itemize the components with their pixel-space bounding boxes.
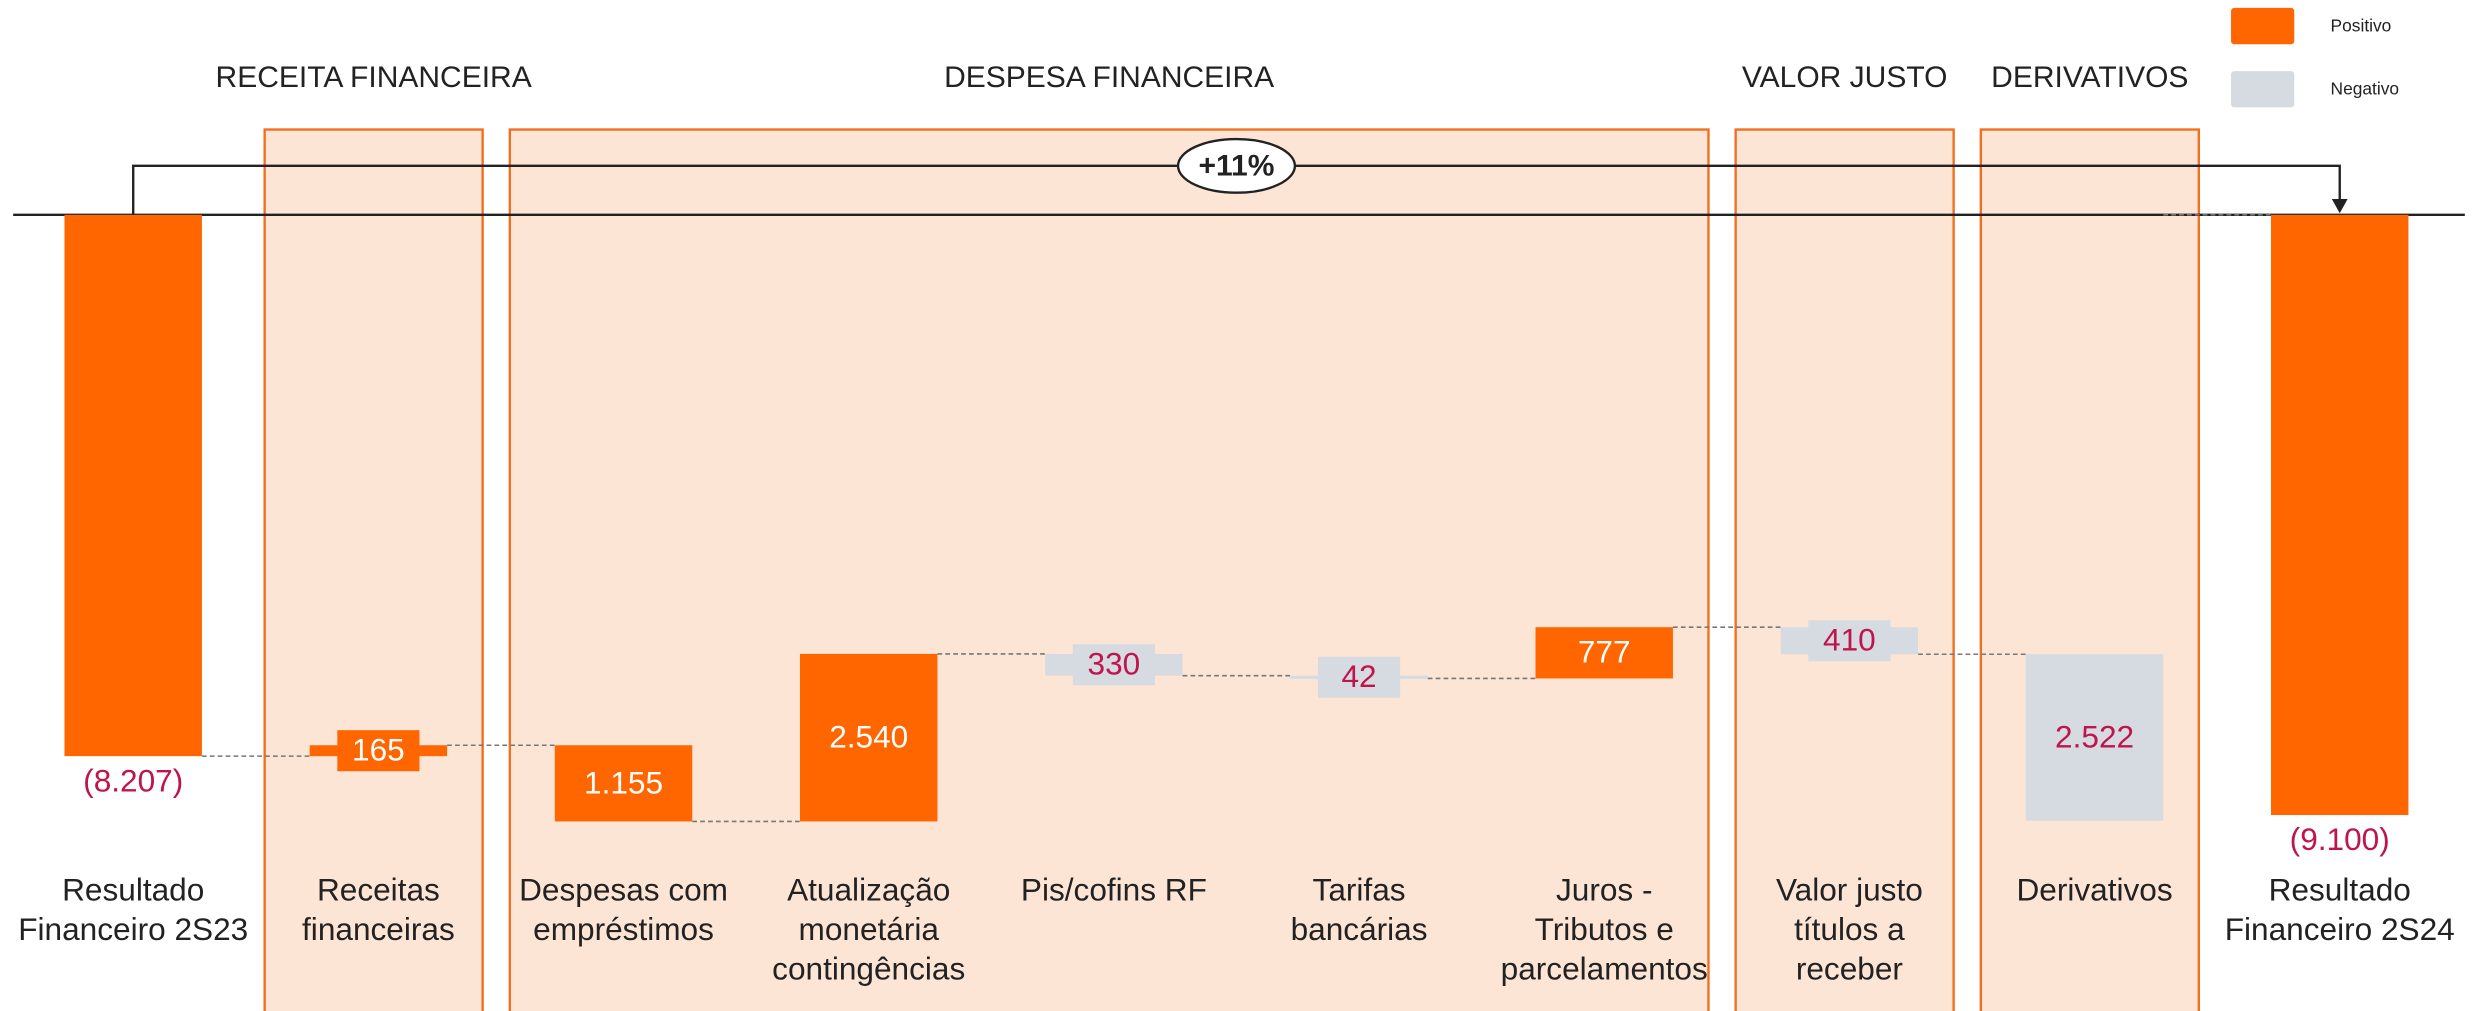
group-label: VALOR JUSTO (1742, 61, 1948, 94)
bar (800, 653, 938, 822)
group-box (1734, 128, 1955, 1011)
group-label: DESPESA FINANCEIRA (944, 61, 1274, 94)
value-label: 1.155 (584, 764, 663, 800)
value-label: 410 (1823, 622, 1876, 658)
category-label: Despesas com empréstimos (519, 872, 728, 947)
category-label: Juros -Tributos e parcelamentos (1501, 872, 1708, 987)
value-label-box (337, 730, 420, 772)
category-label: Pis/cofins RF (1021, 872, 1207, 908)
value-label: (8.207) (83, 762, 183, 798)
arrow-head (2331, 199, 2348, 214)
bar (2025, 654, 2164, 821)
value-label: 777 (1578, 634, 1631, 670)
category-label: Derivativos (2016, 872, 2172, 908)
legend-label: Negativo (2331, 79, 2400, 99)
bar (64, 214, 202, 757)
group-label: DERIVATIVOS (1991, 61, 2188, 94)
value-label: 42 (1341, 658, 1376, 694)
value-label: 330 (1088, 646, 1141, 682)
group-box (1979, 128, 2201, 1011)
value-label: 2.540 (829, 719, 908, 755)
category-label: Resultado Financeiro 2S24 (2225, 872, 2455, 947)
annotation: +11% (1199, 149, 1275, 182)
group-boxes (263, 128, 2201, 1011)
group-label: RECEITA FINANCEIRA (216, 61, 532, 94)
value-label: (9.100) (2290, 821, 2390, 857)
category-label: Valor justo títulos a receber (1776, 872, 1923, 987)
value-label: 2.522 (2055, 718, 2134, 754)
value-label-box (1072, 644, 1155, 686)
group-box (508, 128, 1710, 1011)
category-label: Atualização monetária contingências (772, 872, 965, 987)
legend-label: Positivo (2331, 15, 2392, 35)
bar (1535, 627, 1673, 679)
plot: RECEITA FINANCEIRA DESPESA FINANCEIRA VALO… (18, 7, 2455, 987)
category-label: Tarifas bancárias (1291, 872, 1428, 947)
bar (2271, 214, 2409, 816)
category-label: Resultado Financeiro 2S23 (18, 872, 248, 947)
value-label: 165 (352, 732, 405, 768)
category-label: Receitas financeiras (302, 872, 455, 947)
value-label-box (1808, 620, 1891, 662)
group-box (263, 128, 484, 1011)
annotation-badge (1176, 137, 1297, 194)
bar (554, 745, 693, 822)
value-label-box (1317, 656, 1401, 698)
legend-swatch (2231, 7, 2295, 45)
legend-swatch (2231, 71, 2295, 108)
